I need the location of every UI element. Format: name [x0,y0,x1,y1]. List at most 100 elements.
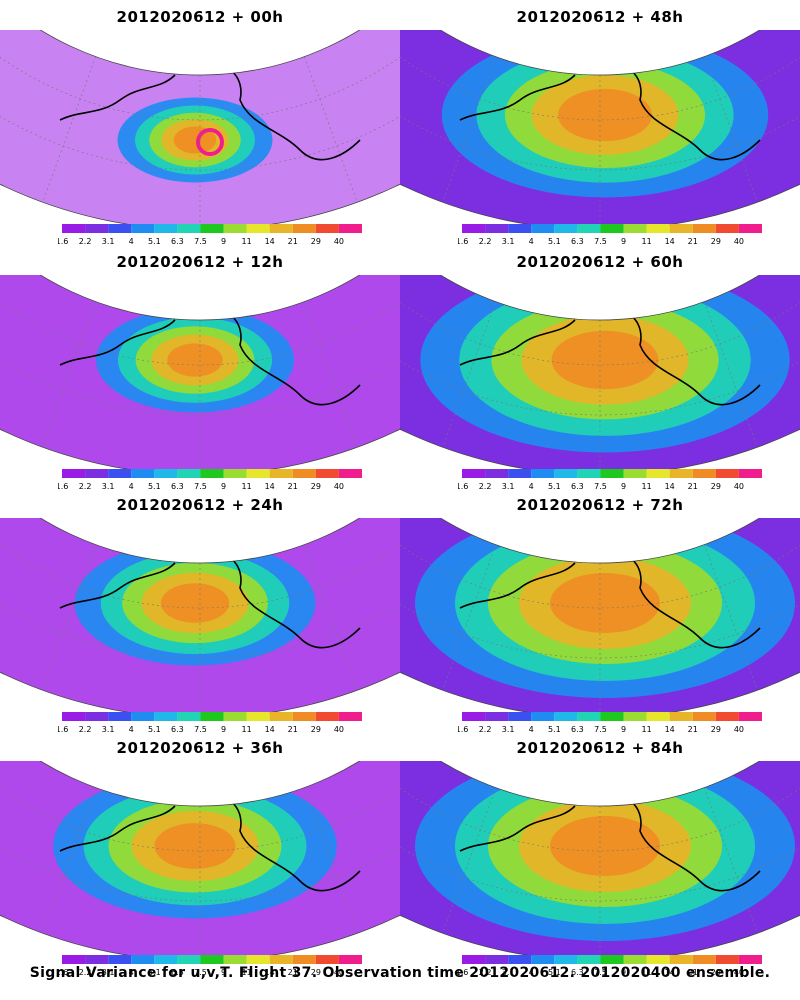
colorbar-swatch [692,955,716,964]
colorbar-swatch [85,955,109,964]
colorbar-label: 14 [665,237,675,246]
colorbar-label: 4 [529,725,534,734]
colorbar-label: 21 [288,725,298,734]
colorbar-swatch [154,224,178,233]
colorbar-label: 14 [265,237,275,246]
colorbar-swatch [315,955,339,964]
panel-title: 2012020612 + 48h [516,8,684,26]
colorbar-swatch [462,469,486,478]
colorbar-swatch [669,712,693,721]
colorbar: 1.6 2.2 3.1 4 5.1 6.3 7.5 9 11 14 21 29 40 [58,712,362,734]
colorbar-swatch [531,469,555,478]
colorbar-label: 5.1 [548,482,561,491]
colorbar-label: 6.3 [171,968,184,977]
colorbar-label: 3.1 [502,725,515,734]
colorbar-swatch [108,224,132,233]
colorbar-label: 11 [642,968,652,977]
colorbar-swatch [738,712,762,721]
variance-map [0,518,400,713]
colorbar-label: 2.2 [479,482,492,491]
figure-caption: Signal Variance for u,v,T. Flight 37. Ob… [29,965,771,981]
colorbar-swatch [485,712,509,721]
colorbar-label: 3.1 [102,237,115,246]
colorbar-label: 7.5 [194,237,207,246]
colorbar-swatch [154,712,178,721]
colorbar-label: 3.1 [502,968,515,977]
colorbar-label: 5.1 [548,237,561,246]
colorbar-label: 11 [642,482,652,491]
colorbar-label: 29 [711,237,721,246]
colorbar-swatch [715,955,739,964]
colorbar-label: 40 [334,482,344,491]
colorbar-swatch [623,955,647,964]
colorbar-label: 2.2 [79,968,92,977]
colorbar-swatch [292,955,316,964]
colorbar-swatch [485,955,509,964]
colorbar-label: 7.5 [594,968,607,977]
colorbar-swatch [154,469,178,478]
colorbar-swatch [738,469,762,478]
colorbar-label: 6.3 [571,237,584,246]
colorbar: 1.6 2.2 3.1 4 5.1 6.3 7.5 9 11 14 21 29 40 [58,469,362,491]
panel-title: 2012020612 + 60h [516,253,684,271]
colorbar-swatch [223,955,247,964]
colorbar-label: 29 [711,725,721,734]
colorbar-swatch [154,955,178,964]
colorbar-label: 2.2 [479,968,492,977]
colorbar-swatch [600,712,624,721]
colorbar-label: 2.2 [479,725,492,734]
colorbar-swatch [62,224,86,233]
colorbar-label: 4 [529,968,534,977]
colorbar-swatch [669,469,693,478]
colorbar-swatch [269,224,293,233]
colorbar-swatch [508,955,532,964]
variance-map [400,275,800,470]
colorbar-swatch [646,224,670,233]
colorbar-label: 21 [288,237,298,246]
colorbar-label: 1.6 [458,968,468,977]
panel-title: 2012020612 + 00h [116,8,284,26]
colorbar-swatch [223,224,247,233]
colorbar-label: 11 [242,968,252,977]
colorbar-label: 7.5 [594,482,607,491]
colorbar-label: 3.1 [502,482,515,491]
colorbar-swatch [131,955,155,964]
colorbar-label: 21 [288,482,298,491]
colorbar-swatch [246,469,270,478]
colorbar-swatch [554,469,578,478]
colorbar-swatch [177,955,201,964]
panel-title: 2012020612 + 12h [116,253,284,271]
colorbar: 1.6 2.2 3.1 4 5.1 6.3 7.5 9 11 14 21 29 40 [458,469,762,491]
colorbar-label: 14 [665,968,675,977]
colorbar-swatch [554,224,578,233]
colorbar-label: 2.2 [79,725,92,734]
colorbar-swatch [246,224,270,233]
colorbar-swatch [338,224,362,233]
colorbar-label: 14 [665,725,675,734]
colorbar-label: 6.3 [171,725,184,734]
colorbar-label: 11 [242,482,252,491]
colorbar-swatch [600,469,624,478]
colorbar-label: 9 [621,725,626,734]
colorbar-swatch [577,469,601,478]
colorbar-swatch [246,712,270,721]
colorbar-swatch [200,955,224,964]
colorbar-label: 14 [265,482,275,491]
colorbar-swatch [715,469,739,478]
colorbar-label: 40 [734,482,744,491]
variance-map [400,761,800,956]
colorbar-label: 4 [529,237,534,246]
colorbar-swatch [623,224,647,233]
colorbar-swatch [200,712,224,721]
colorbar-label: 29 [311,725,321,734]
colorbar-label: 40 [734,237,744,246]
colorbar-swatch [623,469,647,478]
colorbar-label: 29 [711,968,721,977]
colorbar-label: 11 [642,237,652,246]
colorbar-swatch [62,469,86,478]
colorbar-swatch [62,955,86,964]
colorbar-swatch [246,955,270,964]
colorbar-swatch [292,469,316,478]
colorbar-label: 9 [621,237,626,246]
colorbar-swatch [669,955,693,964]
